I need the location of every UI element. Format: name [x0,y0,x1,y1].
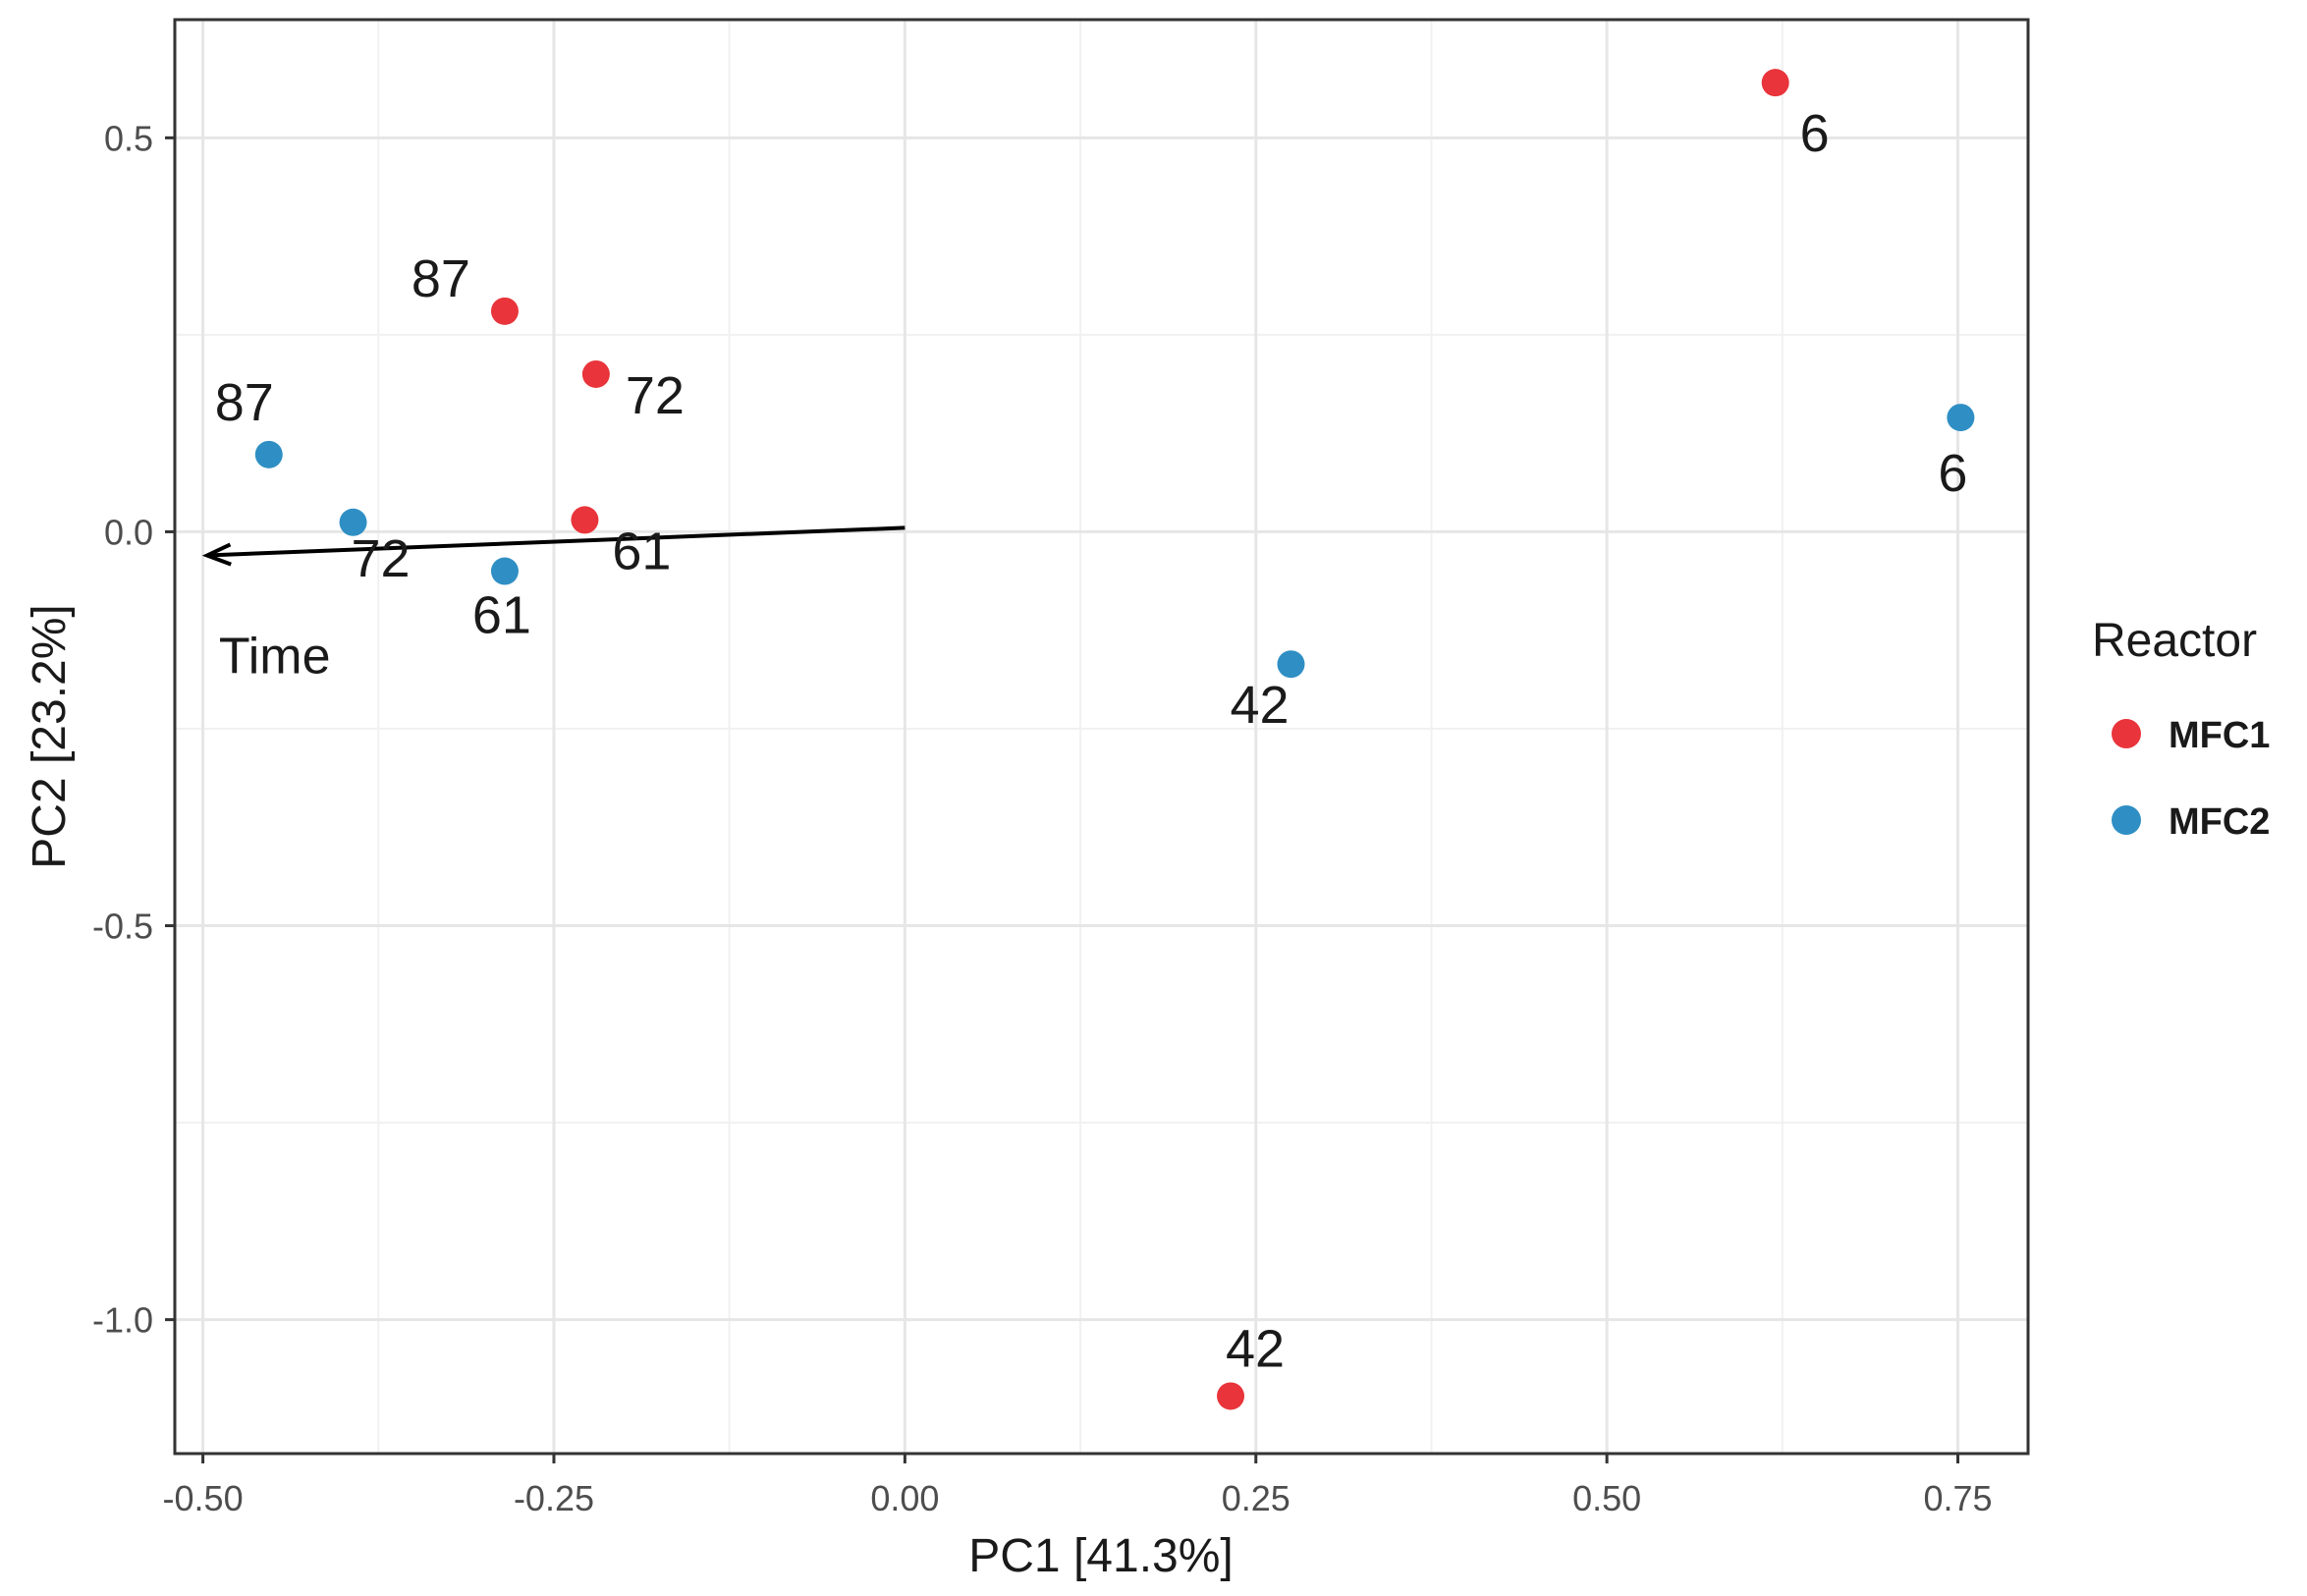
data-label: 87 [412,249,470,308]
legend: Reactor MFC1 MFC2 [2092,615,2270,843]
x-axis: -0.50 -0.25 0.00 0.25 0.50 0.75 [163,1454,1993,1518]
y-axis-title: PC2 [23.2%] [24,604,76,868]
data-point-mfc1 [581,359,610,388]
y-axis: -1.0 -0.5 0.0 0.5 [92,118,175,1341]
y-tick-label: 0.5 [104,118,153,158]
time-arrow-line [206,525,906,558]
data-point-mfc2 [1947,404,1975,432]
data-point-mfc1 [1761,69,1789,97]
data-label: 6 [1800,104,1830,163]
data-label: 6 [1938,444,1967,503]
data-label: 87 [215,373,274,432]
data-points [254,69,1975,1410]
point-labels: 6 87 72 61 42 6 87 72 61 42 [215,104,1968,1378]
x-axis-title: PC1 [41.3%] [968,1530,1233,1582]
time-arrow-label: Time [219,628,331,685]
data-label: 61 [472,586,531,645]
data-point-mfc2 [254,440,283,468]
data-point-mfc2 [490,557,519,585]
data-label: 42 [1226,1319,1285,1378]
data-label: 72 [626,366,685,425]
plot-panel-border [173,18,2030,1456]
x-tick-label: -0.25 [514,1478,594,1518]
y-tick-label: -1.0 [92,1300,153,1341]
data-point-mfc1 [571,506,599,534]
x-tick-label: 0.25 [1222,1478,1291,1518]
data-label: 42 [1230,676,1289,735]
x-tick-label: 0.00 [870,1478,939,1518]
data-label: 61 [612,522,671,580]
legend-key-mfc2 [2112,805,2141,835]
y-tick-label: -0.5 [92,907,153,947]
y-tick-label: 0.0 [104,512,153,552]
time-arrow: Time [201,525,906,685]
legend-title: Reactor [2092,615,2257,667]
data-point-mfc1 [490,297,519,325]
grid-lines [175,20,2028,1454]
data-point-mfc2 [339,508,367,536]
data-point-mfc2 [1277,650,1305,679]
data-label: 72 [352,529,411,588]
x-tick-label: 0.50 [1572,1478,1641,1518]
legend-label-mfc2: MFC2 [2169,801,2270,843]
legend-label-mfc1: MFC1 [2169,715,2270,756]
x-tick-label: -0.50 [163,1478,244,1518]
x-tick-label: 0.75 [1923,1478,1992,1518]
data-point-mfc1 [1217,1382,1245,1410]
time-arrow-head [201,542,232,567]
legend-key-mfc1 [2112,719,2141,748]
